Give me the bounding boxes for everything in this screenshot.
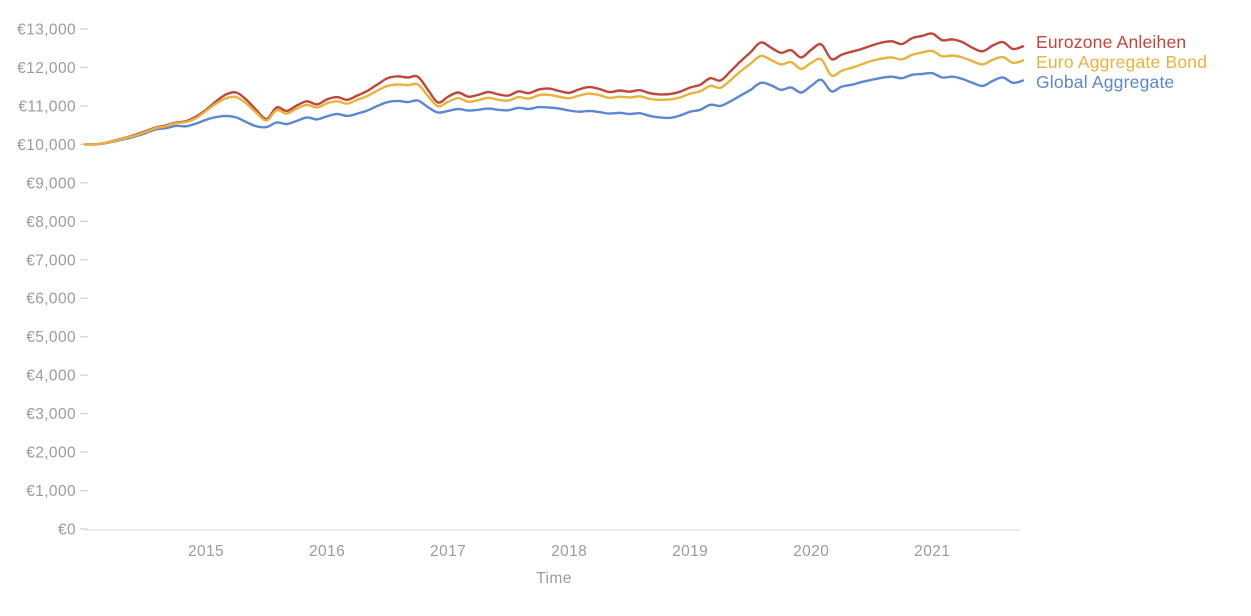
legend-label-euro-aggregate-bond: Euro Aggregate Bond xyxy=(1036,52,1207,72)
legend-label-global-aggregate: Global Aggregate xyxy=(1036,72,1174,92)
y-tick-label: €9,000 xyxy=(26,175,76,192)
y-tick-label: €12,000 xyxy=(17,60,76,77)
series-line-euro-aggregate-bond xyxy=(83,49,1025,146)
y-tick-label: €5,000 xyxy=(26,329,76,346)
y-tick-label: €1,000 xyxy=(26,483,76,500)
y-tick-label: €3,000 xyxy=(26,406,76,423)
series-line-global-aggregate xyxy=(83,71,1025,146)
y-tick-label: €8,000 xyxy=(26,214,76,231)
x-tick-label: 2017 xyxy=(430,543,466,560)
y-tick-label: €13,000 xyxy=(17,22,76,39)
x-tick-label: 2015 xyxy=(188,543,224,560)
legend-label-eurozone-anleihen: Eurozone Anleihen xyxy=(1036,32,1186,52)
x-tick-label: 2020 xyxy=(793,543,829,560)
y-tick-label: €10,000 xyxy=(17,137,76,154)
series-line-eurozone-anleihen xyxy=(83,32,1025,146)
y-tick-label: €6,000 xyxy=(26,291,76,308)
x-tick-label: 2021 xyxy=(914,543,950,560)
x-axis-title: Time xyxy=(536,570,571,587)
y-tick-label: €11,000 xyxy=(18,98,76,115)
y-tick-label: €2,000 xyxy=(26,445,76,462)
x-tick-label: 2016 xyxy=(309,543,345,560)
y-tick-label: €4,000 xyxy=(26,368,76,385)
x-tick-label: 2019 xyxy=(672,543,708,560)
x-tick-label: 2018 xyxy=(551,543,587,560)
y-tick-label: €7,000 xyxy=(26,252,76,269)
y-tick-label: €0 xyxy=(58,522,76,539)
